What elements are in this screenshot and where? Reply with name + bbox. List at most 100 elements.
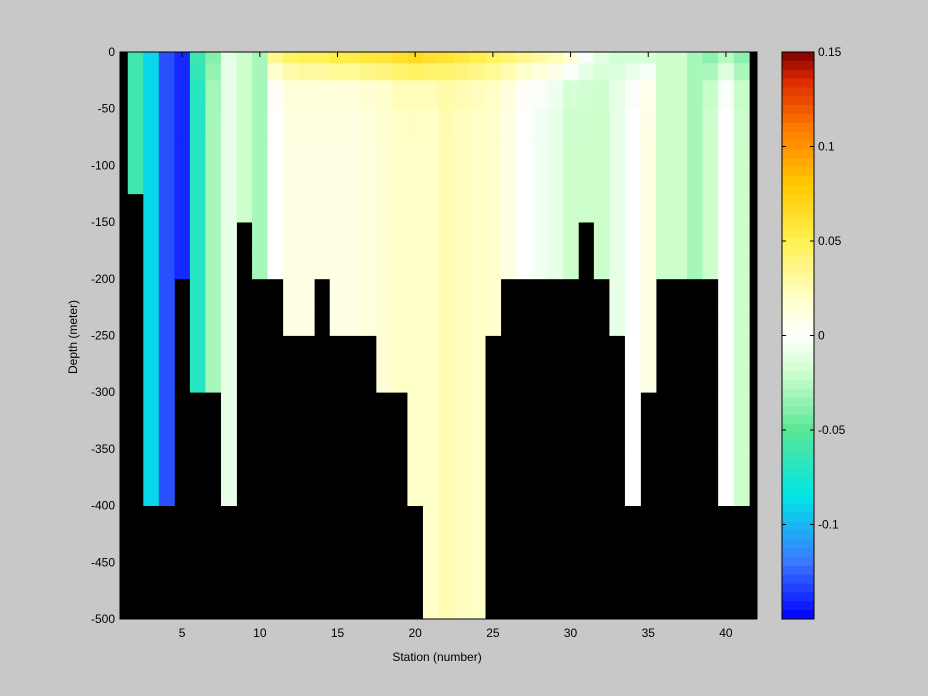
- colorbar-band: [782, 530, 814, 540]
- colorbar-band: [782, 477, 814, 487]
- colorbar-band: [782, 574, 814, 585]
- heatmap-cell: [562, 52, 579, 64]
- heatmap-cell: [656, 52, 672, 64]
- heatmap-cell: [609, 108, 626, 138]
- heatmap-cell: [407, 307, 424, 336]
- heatmap-cell: [671, 52, 688, 64]
- colorbar-band: [782, 140, 814, 150]
- heatmap-cell: [718, 63, 735, 81]
- heatmap-cell: [189, 193, 206, 223]
- heatmap-cell: [609, 63, 626, 81]
- colorbar-tick-label: 0.1: [818, 140, 835, 154]
- heatmap-cell: [454, 278, 470, 308]
- heatmap-cell: [562, 222, 579, 251]
- heatmap-cell: [624, 80, 641, 110]
- heatmap-cell: [345, 278, 362, 308]
- heatmap-cell: [283, 80, 300, 110]
- heatmap-cell: [189, 222, 206, 251]
- heatmap-cell: [454, 222, 470, 251]
- heatmap-cell: [422, 63, 439, 81]
- heatmap-cell: [485, 108, 502, 138]
- colorbar-band: [782, 344, 814, 354]
- heatmap-cell: [298, 108, 315, 138]
- heatmap-cell: [593, 108, 610, 138]
- colorbar-band: [782, 202, 814, 212]
- heatmap-cell: [438, 363, 455, 393]
- heatmap-cell: [671, 193, 688, 223]
- heatmap-cell: [422, 137, 439, 166]
- heatmap-cell: [174, 165, 191, 195]
- heatmap-cell: [702, 222, 719, 251]
- heatmap-cell: [143, 193, 160, 223]
- heatmap-cell: [469, 222, 486, 251]
- heatmap-cell: [702, 137, 719, 166]
- heatmap-cell: [733, 222, 750, 251]
- heatmap-cell: [314, 222, 331, 251]
- colorbar-band: [782, 512, 814, 523]
- heatmap-cell: [376, 363, 393, 393]
- heatmap-cell: [733, 250, 750, 280]
- heatmap-cell: [314, 63, 331, 81]
- heatmap-cell: [189, 137, 206, 166]
- heatmap-cell: [189, 52, 206, 64]
- heatmap-cell: [407, 392, 424, 450]
- heatmap-cell: [422, 222, 439, 251]
- heatmap-cell: [174, 250, 191, 280]
- heatmap-cell: [143, 165, 160, 195]
- heatmap-cell: [298, 307, 315, 336]
- heatmap-cell: [252, 63, 268, 81]
- heatmap-cell: [314, 80, 331, 110]
- heatmap-cell: [422, 392, 439, 450]
- heatmap-cell: [640, 165, 657, 195]
- heatmap-cell: [547, 165, 564, 195]
- heatmap-cell: [391, 63, 408, 81]
- heatmap-cell: [516, 63, 533, 81]
- heatmap-cell: [314, 250, 331, 280]
- heatmap-cell: [407, 363, 424, 393]
- y-tick-label: -100: [91, 158, 115, 172]
- heatmap-cell: [485, 137, 502, 166]
- heatmap-cell: [143, 392, 160, 450]
- heatmap-cell: [298, 63, 315, 81]
- heatmap-cell: [733, 392, 750, 450]
- heatmap-cell: [469, 307, 486, 336]
- x-axis: 5 10 15 20 25 30 35 40: [179, 52, 733, 640]
- heatmap-cell: [640, 63, 657, 81]
- heatmap-cell: [158, 193, 175, 223]
- x-tick-label: 15: [331, 626, 345, 640]
- heatmap-cell: [562, 108, 579, 138]
- heatmap-cell: [718, 335, 735, 365]
- heatmap-cell: [687, 165, 704, 195]
- colorbar-band: [782, 592, 814, 602]
- heatmap-cell: [640, 52, 657, 64]
- colorbar-band: [782, 406, 814, 416]
- heatmap-cell: [174, 63, 191, 81]
- heatmap-cell: [143, 363, 160, 393]
- heatmap-cell: [687, 52, 704, 64]
- heatmap-cell: [422, 562, 439, 620]
- heatmap-cell: [252, 165, 268, 195]
- heatmap-cell: [252, 222, 268, 251]
- heatmap-cell: [609, 52, 626, 64]
- heatmap-cell: [593, 137, 610, 166]
- heatmap-cell: [298, 250, 315, 280]
- colorbar-band: [782, 87, 814, 97]
- heatmap-cell: [205, 63, 222, 81]
- heatmap-cell: [469, 63, 486, 81]
- colorbar-band: [782, 441, 814, 452]
- heatmap-cell: [329, 80, 346, 110]
- heatmap-cell: [733, 137, 750, 166]
- colorbar-band: [782, 176, 814, 186]
- heatmap-cell: [469, 108, 486, 138]
- heatmap-cell: [485, 307, 502, 336]
- heatmap-cell: [656, 80, 672, 110]
- heatmap-cell: [656, 137, 672, 166]
- heatmap-cell: [205, 222, 222, 251]
- heatmap-cell: [267, 193, 284, 223]
- heatmap-cell: [220, 165, 237, 195]
- heatmap-cell: [718, 52, 735, 64]
- heatmap-cell: [189, 363, 206, 393]
- heatmap-cell: [656, 250, 672, 280]
- heatmap-cell: [609, 165, 626, 195]
- heatmap-cell: [547, 193, 564, 223]
